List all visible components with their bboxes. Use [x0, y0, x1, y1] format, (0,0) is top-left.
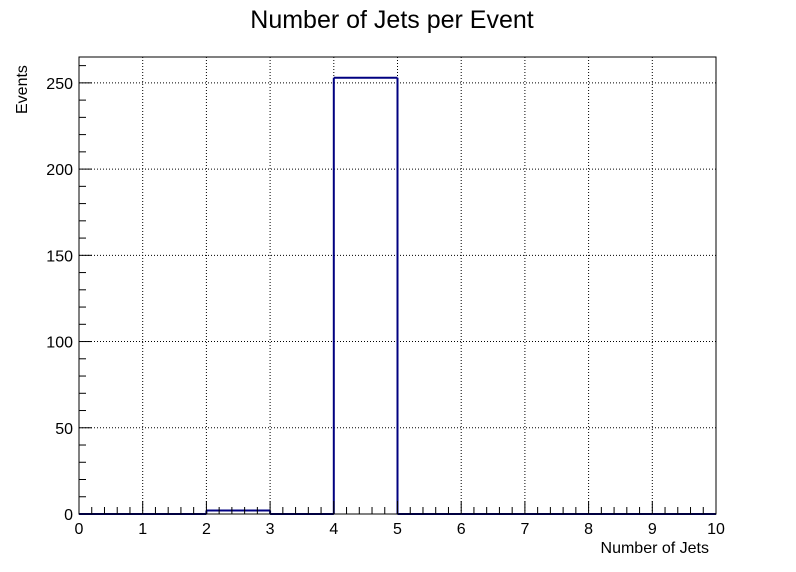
x-tick-label: 8 — [584, 521, 593, 538]
x-tick-label: 1 — [138, 521, 147, 538]
y-tick-label: 200 — [46, 162, 73, 179]
x-tick-label: 5 — [393, 521, 402, 538]
x-tick-label: 7 — [520, 521, 529, 538]
y-axis-ticks: 0 50 100 150 200 250 — [46, 65, 92, 524]
y-tick-label: 100 — [46, 335, 73, 352]
histogram-series — [79, 76, 716, 515]
x-tick-label: 3 — [266, 521, 275, 538]
y-tick-label: 150 — [46, 248, 73, 265]
x-tick-label: 4 — [329, 521, 338, 538]
y-tick-label: 50 — [55, 421, 73, 438]
chart-title: Number of Jets per Event — [250, 6, 534, 34]
x-tick-label: 2 — [202, 521, 211, 538]
y-tick-label: 250 — [46, 76, 73, 93]
x-tick-label: 0 — [75, 521, 84, 538]
y-tick-label: 0 — [64, 507, 73, 524]
y-axis-label: Events — [14, 65, 31, 114]
x-tick-label: 9 — [648, 521, 657, 538]
x-tick-label: 10 — [707, 521, 725, 538]
x-axis-ticks: 0 1 2 3 4 5 6 7 8 9 10 — [75, 501, 725, 538]
x-axis-label: Number of Jets — [601, 540, 709, 557]
x-tick-label: 6 — [457, 521, 466, 538]
